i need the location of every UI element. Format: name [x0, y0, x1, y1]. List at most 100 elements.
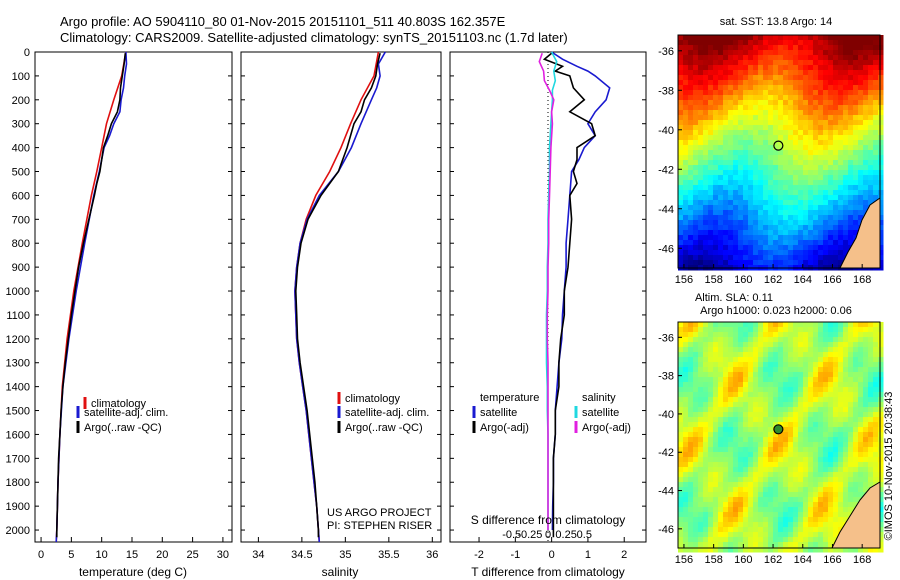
sla-map-cell	[768, 357, 774, 363]
sla-map-cell	[718, 417, 724, 423]
sla-map-cell	[748, 327, 754, 333]
sla-map-cell	[823, 507, 829, 513]
sla-map-cell	[818, 487, 824, 493]
sla-map-cell	[783, 452, 789, 458]
sla-map-cell	[768, 502, 774, 508]
sst-map-cell	[753, 120, 759, 126]
sla-map-cell	[778, 372, 784, 378]
sst-map-cell	[703, 200, 709, 206]
sst-map-cell	[818, 200, 824, 206]
sla-map-cell	[738, 517, 744, 523]
sst-map-cell	[708, 45, 714, 51]
sst-map-cell	[693, 160, 699, 166]
sla-map-cell	[863, 372, 869, 378]
sst-map-cell	[813, 65, 819, 71]
sst-map-cell	[718, 160, 724, 166]
sst-map-cell	[878, 135, 884, 141]
sla-map-cell	[718, 457, 724, 463]
sst-map-cell	[693, 210, 699, 216]
sst-map-cell	[733, 215, 739, 221]
temperature-difference-label: T difference from climatology	[471, 565, 625, 579]
sla-map-cell	[838, 327, 844, 333]
sst-map-cell	[708, 65, 714, 71]
sst-map-cell	[798, 180, 804, 186]
sst-map-cell	[698, 75, 704, 81]
sla-map-cell	[793, 532, 799, 538]
sst-map-cell	[743, 210, 749, 216]
sla-map-cell	[863, 422, 869, 428]
sla-map-cell	[848, 402, 854, 408]
sla-map-cell	[728, 547, 734, 553]
sst-map-cell	[813, 35, 819, 41]
sst-map-cell	[728, 220, 734, 226]
sla-map-cell	[678, 357, 684, 363]
sst-map-cell	[833, 195, 839, 201]
sla-map-cell	[843, 407, 849, 413]
sla-map-cell	[833, 382, 839, 388]
sst-map-cell	[723, 80, 729, 86]
sla-map-cell	[703, 377, 709, 383]
sla-map-cell	[853, 337, 859, 343]
sla-map-cell	[833, 497, 839, 503]
sst-map-cell	[718, 140, 724, 146]
sla-map-cell	[698, 417, 704, 423]
sla-map-cell	[763, 497, 769, 503]
sst-map-cell	[808, 70, 814, 76]
sst-map-cell	[713, 150, 719, 156]
sla-map-cell	[873, 352, 879, 358]
sla-map-cell	[813, 407, 819, 413]
sst-map-cell	[873, 145, 879, 151]
sla-map-cell	[868, 462, 874, 468]
sst-map-cell	[843, 155, 849, 161]
sst-map-cell	[853, 185, 859, 191]
sla-map-cell	[763, 392, 769, 398]
sst-map-cell	[793, 40, 799, 46]
sst-map-cell	[693, 225, 699, 231]
sla-map-cell	[708, 337, 714, 343]
sst-map-cell	[788, 185, 794, 191]
sst-map-cell	[768, 35, 774, 41]
sst-map-cell	[843, 245, 849, 251]
sst-map-cell	[688, 60, 694, 66]
sst-map-cell	[683, 200, 689, 206]
sla-map-cell	[768, 517, 774, 523]
sla-map-cell	[783, 412, 789, 418]
sla-map-cell	[748, 367, 754, 373]
sst-map-cell	[873, 105, 879, 111]
sst-map-cell	[843, 175, 849, 181]
sla-map-cell	[823, 417, 829, 423]
sst-map-cell	[703, 260, 709, 266]
sst-map-cell	[848, 105, 854, 111]
sla-map-cell	[808, 372, 814, 378]
sst-map-cell	[703, 75, 709, 81]
sla-map-cell	[813, 442, 819, 448]
sla-map-cell	[818, 332, 824, 338]
sla-map-cell	[683, 517, 689, 523]
sla-map-cell	[753, 437, 759, 443]
depth-tick-label: 100	[12, 71, 30, 83]
sla-map-cell	[693, 327, 699, 333]
sst-map-cell	[738, 120, 744, 126]
sla-map-cell	[808, 532, 814, 538]
sla-map-cell	[678, 542, 684, 548]
sla-map-cell	[783, 422, 789, 428]
sst-map-cell	[713, 45, 719, 51]
sst-map-cell	[728, 175, 734, 181]
sla-map-cell	[798, 387, 804, 393]
sla-map-cell	[773, 462, 779, 468]
sst-map-cell	[828, 225, 834, 231]
sla-map-cell	[803, 372, 809, 378]
sst-map-cell	[803, 180, 809, 186]
sla-map-cell	[798, 332, 804, 338]
sla-map-cell	[728, 332, 734, 338]
legend-sal-satellite-label: satellite	[582, 407, 619, 419]
sst-map-cell	[833, 140, 839, 146]
sst-map-cell	[758, 130, 764, 136]
sla-map-cell	[723, 447, 729, 453]
sst-map-cell	[743, 70, 749, 76]
sla-map-cell	[688, 417, 694, 423]
sla-map-cell	[773, 442, 779, 448]
sla-map-cell	[843, 412, 849, 418]
sst-map-cell	[678, 60, 684, 66]
sst-map-cell	[678, 110, 684, 116]
